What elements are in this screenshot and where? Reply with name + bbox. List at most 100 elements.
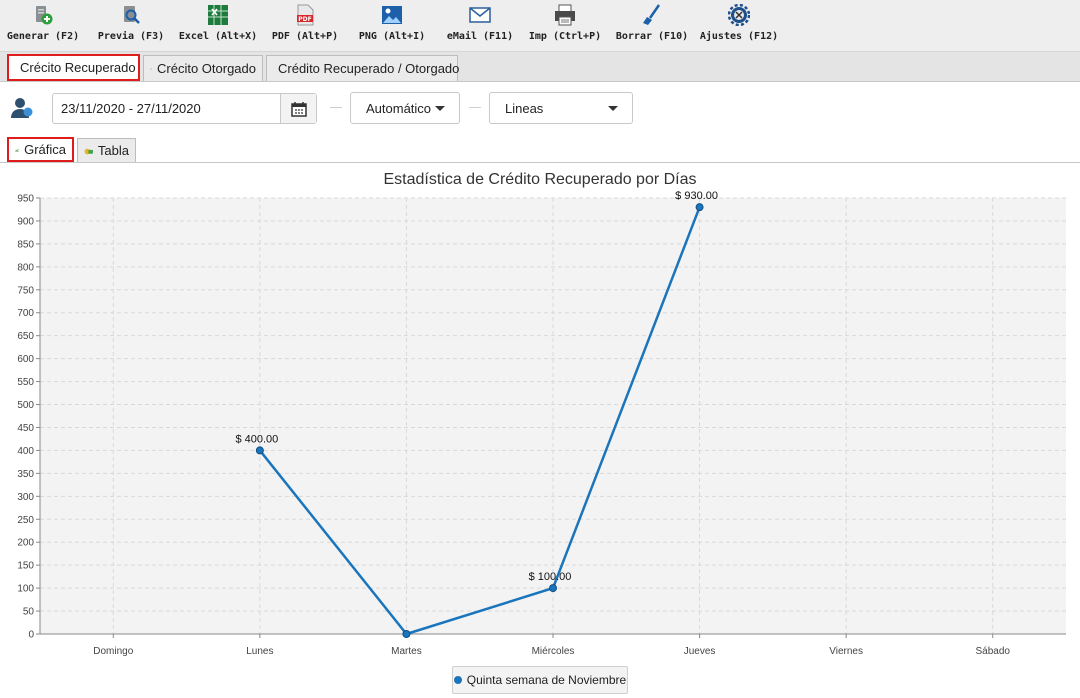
- data-point[interactable]: [402, 630, 411, 638]
- x-tick-label: Martes: [391, 646, 422, 657]
- excel-button[interactable]: Excel (Alt+X): [179, 4, 257, 48]
- clear-label: Borrar (F10): [615, 31, 689, 42]
- png-button[interactable]: PNG (Alt+I): [358, 4, 426, 48]
- preview-label: Previa (F3): [97, 31, 165, 42]
- y-tick-label: 600: [17, 354, 34, 365]
- user-icon[interactable]: [10, 96, 34, 120]
- email-label: eMail (F11): [446, 31, 514, 42]
- toolbar: Generar (F2) Previa (F3) Excel (Alt+X) P…: [0, 0, 1080, 52]
- y-tick-label: 800: [17, 262, 34, 273]
- tab-credito-otorgado[interactable]: Crécito Otorgado: [143, 55, 263, 81]
- sub-tab-bar: Gráfica Tabla: [0, 136, 1080, 163]
- broom-icon: [643, 4, 661, 25]
- excel-label: Excel (Alt+X): [178, 31, 258, 42]
- svg-text:PDF: PDF: [298, 16, 311, 23]
- settings-button[interactable]: Ajustes (F12): [700, 4, 778, 48]
- pdf-icon: PDF: [297, 4, 314, 26]
- print-button[interactable]: Imp (Ctrl+P): [528, 4, 602, 48]
- line-chart-icon: [15, 148, 19, 152]
- y-tick-label: 50: [23, 607, 35, 618]
- x-tick-label: Viernes: [829, 646, 863, 657]
- png-label: PNG (Alt+I): [358, 31, 426, 42]
- separator: [469, 107, 481, 108]
- pdf-button[interactable]: PDF PDF (Alt+P): [271, 4, 339, 48]
- email-icon: [469, 7, 491, 23]
- data-point[interactable]: [695, 203, 704, 212]
- y-tick-label: 350: [17, 469, 34, 480]
- x-tick-label: Miércoles: [532, 646, 575, 657]
- series-line: [258, 206, 701, 636]
- y-tick-label: 400: [17, 446, 34, 457]
- series: [255, 203, 704, 638]
- png-icon: [382, 6, 402, 24]
- data-label: $ 100.00: [529, 571, 572, 583]
- y-tick-label: 150: [17, 561, 34, 572]
- data-label: $ 400.00: [235, 433, 278, 445]
- generate-icon: [36, 6, 53, 25]
- y-tick-label: 100: [17, 584, 34, 595]
- data-label: $ 930.00: [675, 190, 718, 202]
- generate-button[interactable]: Generar (F2): [6, 4, 80, 48]
- legend[interactable]: Quinta semana de Noviembre: [452, 666, 628, 694]
- y-tick-label: 0: [28, 630, 34, 641]
- mode-value: Automático: [366, 100, 432, 116]
- date-range-value: 23/11/2020 - 27/11/2020: [61, 101, 201, 116]
- y-tick-label: 650: [17, 331, 34, 342]
- y-tick-label: 300: [17, 492, 34, 503]
- filter-row: 23/11/2020 - 27/11/2020 Automático Linea…: [0, 84, 1080, 132]
- y-tick-label: 950: [17, 194, 34, 205]
- chart-area: Estadística de Crédito Recuperado por Dí…: [0, 164, 1080, 698]
- printer-icon: [555, 4, 575, 26]
- y-tick-label: 200: [17, 538, 34, 549]
- chevron-down-icon: [435, 105, 445, 111]
- x-tick-label: Jueves: [684, 646, 716, 657]
- y-tick-label: 750: [17, 285, 34, 296]
- tab-label: Crécito Recuperado: [20, 60, 136, 75]
- money-bag-icon: [84, 148, 93, 154]
- cash-icon: [150, 67, 152, 70]
- x-tick-label: Sábado: [975, 646, 1010, 657]
- tab-credito-recuperado-otorgado[interactable]: Crédito Recuperado / Otorgado: [266, 55, 460, 81]
- preview-button[interactable]: Previa (F3): [97, 4, 165, 48]
- y-tick-label: 550: [17, 377, 34, 388]
- chart-kind-dropdown[interactable]: Lineas: [489, 92, 633, 124]
- tab-tabla[interactable]: Tabla: [77, 138, 136, 162]
- x-tick-label: Lunes: [246, 646, 273, 657]
- tab-label: Tabla: [97, 143, 129, 158]
- line-chart: Estadística de Crédito Recuperado por Dí…: [17, 171, 1066, 657]
- x-axis: Domingo Lunes Martes Miércoles Jueves Viernes…: [40, 633, 1066, 657]
- data-point[interactable]: [549, 584, 557, 593]
- chart-kind-value: Lineas: [505, 100, 544, 116]
- date-range-field[interactable]: 23/11/2020 - 27/11/2020: [52, 93, 317, 124]
- calendar-icon: [290, 101, 307, 117]
- pdf-label: PDF (Alt+P): [271, 31, 339, 42]
- tab-label: Crédito Recuperado / Otorgado: [278, 61, 460, 76]
- y-tick-label: 500: [17, 400, 34, 411]
- clear-button[interactable]: Borrar (F10): [616, 4, 688, 48]
- generate-label: Generar (F2): [6, 31, 80, 42]
- preview-icon: [124, 6, 140, 24]
- settings-icon: [728, 4, 750, 26]
- y-tick-label: 700: [17, 308, 34, 319]
- separator: [330, 107, 342, 108]
- tab-grafica[interactable]: Gráfica: [7, 137, 74, 162]
- tab-label: Crécito Otorgado: [157, 61, 256, 76]
- y-tick-label: 250: [17, 515, 34, 526]
- y-axis: 0 50 100 150 200 250 300 350 400 450 500 550 600 650 7…: [17, 194, 41, 641]
- print-label: Imp (Ctrl+P): [528, 31, 602, 42]
- data-point[interactable]: [255, 446, 264, 455]
- tab-label: Gráfica: [24, 142, 66, 157]
- tab-credito-recuperado[interactable]: Crécito Recuperado: [7, 54, 140, 81]
- chart-title: Estadística de Crédito Recuperado por Dí…: [383, 171, 696, 188]
- y-tick-label: 450: [17, 423, 34, 434]
- legend-label: Quinta semana de Noviembre: [466, 673, 627, 687]
- x-tick-label: Domingo: [93, 646, 133, 657]
- calendar-button[interactable]: [280, 94, 316, 123]
- chevron-down-icon: [608, 105, 618, 111]
- y-tick-label: 850: [17, 239, 34, 250]
- y-tick-label: 900: [17, 216, 34, 227]
- data-labels: $ 400.00 $ 100.00 $ 930.00: [235, 190, 718, 583]
- mode-dropdown[interactable]: Automático: [350, 92, 460, 124]
- main-tab-bar: Crécito Recuperado Crécito Otorgado Créd…: [0, 52, 1080, 82]
- email-button[interactable]: eMail (F11): [446, 4, 514, 48]
